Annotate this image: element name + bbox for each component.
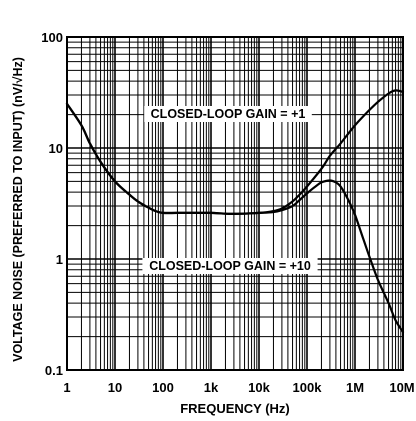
x-tick-label: 1k xyxy=(204,380,219,395)
series-line-2 xyxy=(65,102,405,334)
x-tick-labels: 1 10 100 1k 10k 100k 1M 10M xyxy=(63,380,414,395)
x-axis-title: FREQUENCY (Hz) xyxy=(180,401,290,416)
y-tick-label: 0.1 xyxy=(45,363,63,378)
y-axis-title: VOLTAGE NOISE (PREFERRED TO INPUT) (nV/√… xyxy=(11,57,25,362)
annotation-gain-1: CLOSED-LOOP GAIN = +1 xyxy=(151,107,306,121)
annotation-background xyxy=(144,106,312,122)
y-tick-label: 10 xyxy=(49,141,63,156)
y-tick-label: 1 xyxy=(56,252,63,267)
x-tick-label: 100k xyxy=(293,380,323,395)
x-tick-label: 1M xyxy=(346,380,364,395)
x-tick-label: 10k xyxy=(248,380,270,395)
x-tick-label: 10 xyxy=(108,380,122,395)
minor-gridlines xyxy=(67,37,403,370)
x-tick-label: 10M xyxy=(389,380,414,395)
x-tick-label: 100 xyxy=(152,380,174,395)
y-tick-labels: 0.1 1 10 100 xyxy=(41,30,63,378)
annotation-background xyxy=(142,258,318,274)
plot-frame xyxy=(66,36,404,371)
series-layer xyxy=(65,89,405,334)
y-tick-label: 100 xyxy=(41,30,63,45)
annotation-layer: CLOSED-LOOP GAIN = +1 CLOSED-LOOP GAIN = … xyxy=(149,107,311,273)
annotation-backgrounds xyxy=(142,106,318,274)
x-tick-label: 1 xyxy=(63,380,70,395)
annotation-gain-10: CLOSED-LOOP GAIN = +10 xyxy=(149,259,311,273)
